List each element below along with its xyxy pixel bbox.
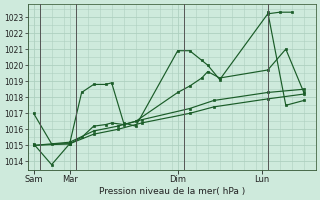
X-axis label: Pression niveau de la mer( hPa ): Pression niveau de la mer( hPa ) — [99, 187, 245, 196]
